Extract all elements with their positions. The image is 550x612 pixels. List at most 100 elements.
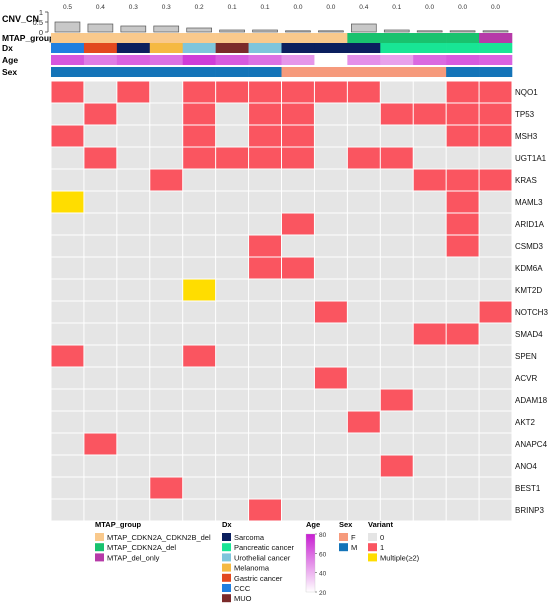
track-cell-sex bbox=[281, 67, 315, 77]
heatmap-cell bbox=[446, 389, 479, 411]
heatmap-cell bbox=[380, 125, 413, 147]
track-label-mtap-group: MTAP_group bbox=[2, 33, 54, 43]
heatmap-cell bbox=[117, 257, 150, 279]
heatmap-cell bbox=[479, 169, 512, 191]
heatmap-cell bbox=[314, 81, 347, 103]
track-cell-sex bbox=[446, 67, 480, 77]
heatmap-cell bbox=[183, 213, 216, 235]
track-cell-mtap-group bbox=[314, 33, 348, 43]
track-cell-dx bbox=[380, 43, 414, 53]
track-cell-mtap-group bbox=[281, 33, 315, 43]
heatmap-cell bbox=[249, 125, 281, 147]
dx-legend-swatch bbox=[222, 584, 231, 592]
heatmap-cell bbox=[216, 235, 249, 257]
heatmap-cell bbox=[413, 477, 446, 499]
heatmap-cell bbox=[314, 499, 347, 521]
variant-legend-swatch bbox=[368, 553, 377, 562]
heatmap-cell bbox=[51, 455, 84, 477]
dx-legend-label: Gastric cancer bbox=[234, 574, 283, 583]
heatmap-cell bbox=[282, 191, 314, 213]
heatmap-cell bbox=[314, 411, 347, 433]
heatmap-cell bbox=[347, 257, 380, 279]
track-cell-age bbox=[182, 55, 216, 65]
cnv-bar bbox=[416, 30, 443, 33]
heatmap-cell bbox=[249, 499, 281, 521]
heatmap-cell bbox=[479, 125, 512, 147]
heatmap-cell bbox=[446, 147, 479, 169]
heatmap-cell bbox=[216, 191, 249, 213]
track-cell-sex bbox=[479, 67, 513, 77]
heatmap-cell bbox=[413, 169, 446, 191]
cnv-bar bbox=[54, 21, 81, 33]
gene-label-tp53: TP53 bbox=[515, 110, 535, 119]
heatmap-cell bbox=[413, 301, 446, 323]
heatmap-cell bbox=[216, 81, 249, 103]
gene-label-notch3: NOTCH3 bbox=[515, 308, 548, 317]
heatmap-cell bbox=[347, 169, 380, 191]
track-cell-sex bbox=[413, 67, 447, 77]
heatmap-cell bbox=[84, 389, 117, 411]
track-cell-dx bbox=[347, 43, 381, 53]
dx-legend-swatch bbox=[222, 543, 231, 552]
cnv-bar-label: 0.1 bbox=[261, 4, 270, 11]
heatmap-cell bbox=[446, 213, 479, 235]
gene-label-msh3: MSH3 bbox=[515, 132, 538, 141]
heatmap-cell bbox=[183, 389, 216, 411]
heatmap-cell bbox=[51, 213, 84, 235]
track-cell-sex bbox=[248, 67, 282, 77]
heatmap-cell bbox=[380, 411, 413, 433]
heatmap-cell bbox=[282, 81, 314, 103]
track-cell-mtap-group bbox=[479, 33, 513, 43]
cnv-y-tick-label: 0 bbox=[39, 28, 43, 37]
heatmap-cell bbox=[84, 477, 117, 499]
heatmap-cell bbox=[446, 301, 479, 323]
track-cell-mtap-group bbox=[413, 33, 447, 43]
cnv-bar bbox=[449, 30, 476, 33]
heatmap-cell bbox=[446, 279, 479, 301]
heatmap-cell bbox=[51, 81, 84, 103]
heatmap-cell bbox=[249, 191, 281, 213]
heatmap-cell bbox=[314, 367, 347, 389]
heatmap-cell bbox=[413, 455, 446, 477]
heatmap-cell bbox=[314, 323, 347, 345]
age-legend-tick-label: 80 bbox=[319, 532, 327, 539]
heatmap-cell bbox=[380, 81, 413, 103]
gene-label-ugt1a1: UGT1A1 bbox=[515, 154, 547, 163]
heatmap-cell bbox=[150, 499, 183, 521]
heatmap-cell bbox=[446, 191, 479, 213]
sex-legend-title: Sex bbox=[339, 520, 353, 529]
dx-legend-label: Urothelial cancer bbox=[234, 553, 291, 562]
sex-legend-swatch bbox=[339, 533, 348, 541]
dx-legend-swatch bbox=[222, 553, 231, 562]
heatmap-cell bbox=[249, 279, 281, 301]
dx-legend-label: MUO bbox=[234, 594, 252, 603]
heatmap-cell bbox=[380, 455, 413, 477]
heatmap-cell bbox=[479, 499, 512, 521]
heatmap-cell bbox=[314, 235, 347, 257]
heatmap-cell bbox=[249, 81, 281, 103]
heatmap-cell bbox=[150, 367, 183, 389]
heatmap-cell bbox=[446, 323, 479, 345]
heatmap-cell bbox=[150, 169, 183, 191]
heatmap-cell bbox=[479, 389, 512, 411]
heatmap-cell bbox=[51, 103, 84, 125]
heatmap-cell bbox=[51, 235, 84, 257]
gene-label-best1: BEST1 bbox=[515, 484, 541, 493]
heatmap-cell bbox=[380, 103, 413, 125]
heatmap-cell bbox=[183, 81, 216, 103]
heatmap-cell bbox=[314, 455, 347, 477]
heatmap-cell bbox=[479, 345, 512, 367]
heatmap-cell bbox=[282, 345, 314, 367]
heatmap-cell bbox=[51, 147, 84, 169]
heatmap-cell bbox=[479, 301, 512, 323]
heatmap-cell bbox=[413, 257, 446, 279]
heatmap-cell bbox=[249, 433, 281, 455]
heatmap-cell bbox=[216, 455, 249, 477]
cnv-bar-label: 0.0 bbox=[491, 4, 500, 11]
mtap-legend-swatch bbox=[95, 533, 104, 541]
track-cell-age bbox=[149, 55, 184, 65]
heatmap-cell bbox=[380, 235, 413, 257]
heatmap-cell bbox=[479, 477, 512, 499]
heatmap-cell bbox=[51, 169, 84, 191]
heatmap-cell bbox=[347, 367, 380, 389]
